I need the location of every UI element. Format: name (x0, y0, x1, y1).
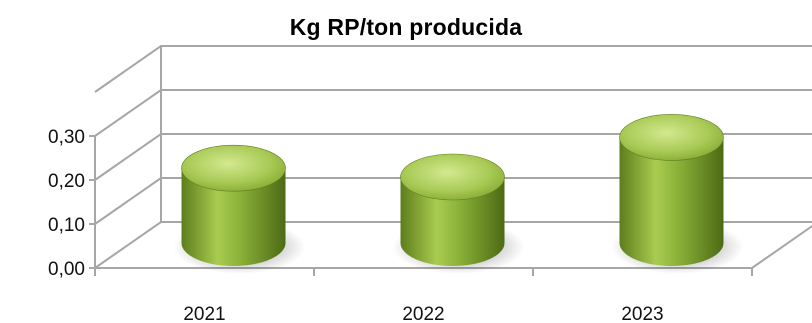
bar-body (181, 168, 286, 266)
bar-2023 (611, 114, 744, 274)
chart-title: Kg RP/ton producida (289, 14, 523, 40)
bar-2021 (173, 144, 306, 274)
gridline (94, 45, 812, 93)
bar-top (619, 114, 724, 161)
bar-top (400, 153, 505, 201)
bar-2022 (392, 153, 525, 274)
x-tick-label: 2022 (402, 304, 444, 323)
gridline (94, 89, 812, 137)
y-tick-label: 0,00 (48, 259, 85, 280)
y-tick-label: 0,10 (48, 215, 85, 236)
x-tick-label: 2023 (621, 304, 663, 323)
gridline (94, 177, 812, 225)
bar-top (181, 144, 286, 192)
gridline (94, 133, 812, 181)
bar-body (619, 137, 724, 266)
y-tick-label: 0,20 (48, 171, 85, 192)
y-tick-label: 0,30 (48, 127, 85, 148)
bar-body (400, 177, 505, 266)
floor-right-edge (751, 224, 812, 269)
gridline (94, 221, 812, 269)
x-tick-label: 2021 (183, 304, 225, 323)
